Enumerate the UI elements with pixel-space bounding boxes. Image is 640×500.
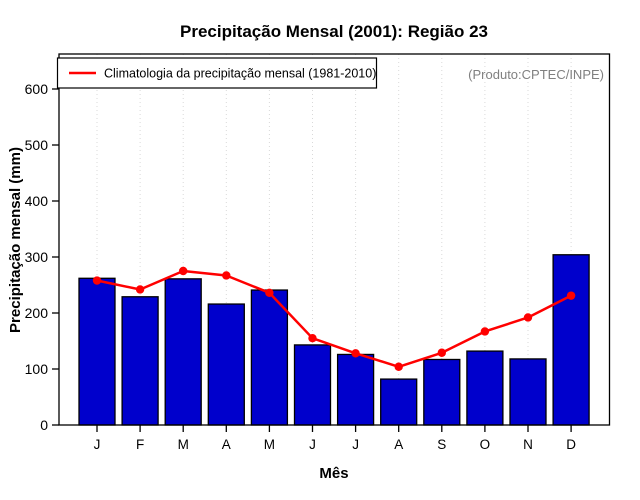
source-annotation: (Produto:CPTEC/INPE) [468, 67, 604, 82]
climatology-point-10 [480, 327, 490, 336]
bar-N11 [509, 358, 547, 426]
legend: Climatologia da precipitação mensal (198… [56, 57, 378, 89]
x-tick-label-11: N [523, 437, 533, 452]
y-tick-label-100: 100 [25, 361, 49, 377]
bar-M5 [250, 289, 289, 426]
x-tick-label-2: F [136, 437, 144, 452]
climatology-point-8 [394, 362, 403, 371]
y-axis-title: Precipitação mensal (mm) [7, 147, 24, 333]
climatology-point-5 [265, 288, 274, 298]
bar-J7 [336, 353, 375, 426]
climatology-point-2 [135, 285, 145, 294]
climatology-point-11 [523, 313, 533, 322]
climatology-point-3 [179, 266, 188, 276]
climatology-point-6 [308, 334, 317, 343]
y-tick-label-600: 600 [25, 81, 49, 97]
bar-O10 [466, 350, 504, 426]
bar-S9 [423, 358, 461, 426]
climatology-point-1 [92, 276, 102, 285]
bar-J1 [78, 277, 116, 426]
y-axis: 0 100 200 300 400 500 600 [25, 81, 59, 433]
chart-title: Precipitação Mensal (2001): Região 23 [180, 22, 488, 41]
climatology-point-4 [222, 271, 231, 280]
x-axis-title: Mês [319, 465, 348, 482]
x-tick-label-8: A [394, 437, 403, 452]
legend-box [56, 57, 378, 89]
x-tick-label-4: A [222, 437, 231, 452]
climatology-point-9 [437, 348, 446, 357]
x-tick-label-5: M [264, 437, 275, 452]
bar-A8 [380, 378, 418, 426]
x-tick-label-3: M [178, 437, 189, 452]
climatology-line-series [92, 266, 576, 371]
x-tick-label-10: O [480, 437, 491, 452]
bar-D12 [552, 254, 590, 426]
x-tick-label-9: S [437, 437, 446, 452]
x-tick-label-12: D [566, 437, 576, 452]
legend-label: Climatologia da precipitação mensal (198… [104, 67, 376, 81]
bar-F2 [121, 296, 159, 426]
plot-frame [58, 53, 611, 426]
bar-A4 [207, 303, 245, 426]
y-tick-label-0: 0 [40, 417, 48, 433]
x-tick-label-7: J [352, 437, 359, 452]
climatology-line [96, 269, 572, 369]
x-tick-label-6: J [309, 437, 316, 452]
y-tick-label-200: 200 [25, 305, 49, 321]
bar-J6 [293, 344, 332, 426]
y-tick-label-300: 300 [25, 249, 49, 265]
bar-M3 [164, 278, 202, 426]
y-tick-label-500: 500 [25, 137, 49, 153]
climatology-point-12 [566, 291, 576, 300]
y-tick-label-400: 400 [25, 193, 49, 209]
x-tick-label-1: J [94, 437, 101, 452]
bar-series [78, 254, 590, 426]
climatology-point-7 [351, 349, 360, 358]
